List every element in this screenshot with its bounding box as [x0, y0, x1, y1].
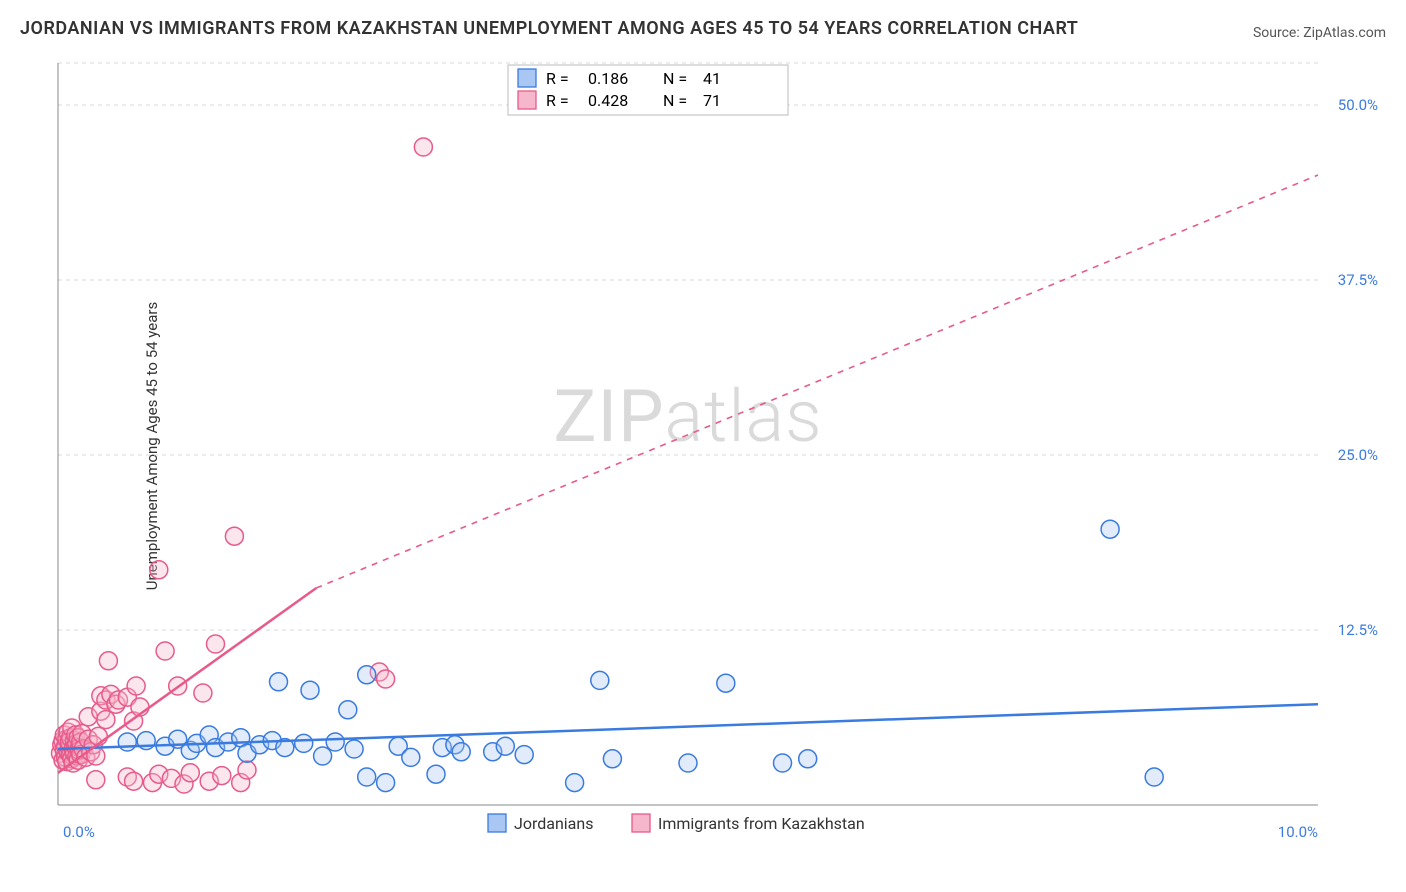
y-tick-label: 25.0% [1338, 446, 1378, 464]
data-point [603, 750, 621, 768]
data-point [452, 743, 470, 761]
x-tick-label: 10.0% [1278, 823, 1318, 841]
data-point [496, 737, 514, 755]
data-point [225, 527, 243, 545]
data-point [679, 754, 697, 772]
data-point [97, 711, 115, 729]
data-point [339, 701, 357, 719]
data-point [774, 754, 792, 772]
data-point [566, 774, 584, 792]
data-point [1101, 520, 1119, 538]
x-tick-label: 0.0% [63, 823, 95, 841]
data-point [156, 642, 174, 660]
data-point [326, 733, 344, 751]
y-tick-label: 37.5% [1338, 271, 1378, 289]
data-point [402, 748, 420, 766]
data-point [377, 774, 395, 792]
data-point [295, 734, 313, 752]
data-point [150, 561, 168, 579]
data-point [127, 677, 145, 695]
legend-r-value: 0.428 [588, 91, 628, 110]
legend-r-value: 0.186 [588, 69, 628, 88]
data-point [301, 681, 319, 699]
legend-series-label: Jordanians [514, 814, 593, 833]
scatter-plot: 12.5% 25.0% 37.5% 50.0% 0.0% 10.0% ZIPatlas R =… [48, 55, 1388, 845]
legend-swatch [632, 814, 650, 832]
data-point [207, 635, 225, 653]
data-point [238, 761, 256, 779]
legend-swatch [518, 69, 536, 87]
legend-swatch [518, 91, 536, 109]
plot-svg: 12.5% 25.0% 37.5% 50.0% 0.0% 10.0% ZIPatlas R =… [48, 55, 1388, 845]
source-label: Source: [1253, 25, 1303, 41]
trend-line [58, 704, 1318, 749]
data-point [270, 673, 288, 691]
data-point [377, 670, 395, 688]
legend-r-label: R = [546, 69, 569, 88]
data-point [1145, 768, 1163, 786]
data-point [118, 733, 136, 751]
data-point [358, 768, 376, 786]
data-point [358, 666, 376, 684]
data-point [799, 750, 817, 768]
data-point [87, 771, 105, 789]
data-point [99, 652, 117, 670]
legend-n-label: N = [663, 91, 687, 110]
chart-title: JORDANIAN VS IMMIGRANTS FROM KAZAKHSTAN … [20, 18, 1078, 39]
data-point [427, 765, 445, 783]
data-point [125, 772, 143, 790]
data-point [194, 684, 212, 702]
legend-swatch [488, 814, 506, 832]
watermark: ZIPatlas [553, 374, 822, 459]
legend-series-label: Immigrants from Kazakhstan [658, 814, 865, 833]
source-site: ZipAtlas.com [1303, 25, 1386, 41]
source-attribution: Source: ZipAtlas.com [1253, 25, 1386, 41]
data-point [414, 138, 432, 156]
y-tick-label: 50.0% [1338, 96, 1378, 114]
legend-n-value: 41 [703, 69, 721, 88]
data-point [591, 671, 609, 689]
legend-n-label: N = [663, 69, 687, 88]
data-point [213, 767, 231, 785]
legend-n-value: 71 [703, 91, 721, 110]
trend-line-extrapolated [316, 175, 1318, 588]
legend-r-label: R = [546, 91, 569, 110]
data-point [181, 764, 199, 782]
data-point [345, 740, 363, 758]
y-tick-label: 12.5% [1338, 621, 1378, 639]
data-point [717, 674, 735, 692]
data-point [314, 747, 332, 765]
data-point [515, 746, 533, 764]
